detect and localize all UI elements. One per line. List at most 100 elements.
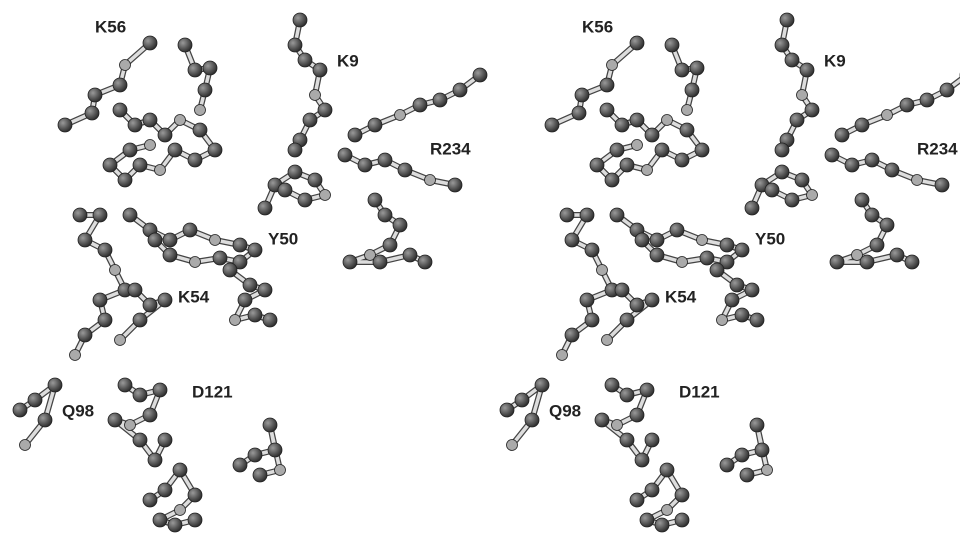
atom — [845, 158, 859, 172]
atom — [213, 251, 227, 265]
atom — [338, 148, 352, 162]
atom — [735, 448, 749, 462]
atom — [600, 103, 614, 117]
atom — [293, 13, 307, 27]
atom — [118, 378, 132, 392]
atom — [358, 158, 372, 172]
atom — [655, 518, 669, 532]
atom — [153, 513, 167, 527]
atom — [865, 208, 879, 222]
atom — [230, 315, 241, 326]
atom — [448, 178, 462, 192]
atom — [143, 493, 157, 507]
atom — [195, 105, 206, 116]
atom — [288, 143, 302, 157]
atom — [785, 53, 799, 67]
atom — [275, 465, 286, 476]
atom — [610, 208, 624, 222]
residue-label: D121 — [679, 382, 720, 401]
atom — [133, 158, 147, 172]
atom — [882, 110, 893, 121]
atom — [303, 113, 317, 127]
atom — [368, 118, 382, 132]
atom — [585, 243, 599, 257]
atom — [720, 458, 734, 472]
atom — [70, 350, 81, 361]
bond — [185, 45, 210, 110]
atom — [93, 293, 107, 307]
atom — [785, 193, 799, 207]
atom — [860, 255, 874, 269]
atom — [795, 173, 809, 187]
atom — [298, 193, 312, 207]
atom — [190, 257, 201, 268]
atom — [310, 90, 321, 101]
atom — [223, 263, 237, 277]
atom — [575, 88, 589, 102]
atom — [620, 158, 634, 172]
atom — [163, 233, 177, 247]
atom — [238, 293, 252, 307]
atom — [175, 115, 186, 126]
atom — [717, 315, 728, 326]
atom — [700, 251, 714, 265]
atom — [93, 208, 107, 222]
atom — [318, 103, 332, 117]
atom — [183, 223, 197, 237]
atom — [383, 238, 397, 252]
atom — [433, 93, 447, 107]
atom — [88, 88, 102, 102]
atom — [320, 190, 331, 201]
atom — [825, 148, 839, 162]
atom — [78, 233, 92, 247]
atom — [308, 173, 322, 187]
atom — [188, 63, 202, 77]
atom — [610, 143, 624, 157]
atom — [515, 393, 529, 407]
atom — [158, 128, 172, 142]
atom — [725, 293, 739, 307]
atom — [20, 440, 31, 451]
atom — [765, 183, 779, 197]
atom — [880, 218, 894, 232]
atom — [780, 13, 794, 27]
atom — [665, 38, 679, 52]
atom — [473, 68, 487, 82]
atom — [650, 233, 664, 247]
residue-label: Q98 — [549, 401, 581, 420]
atom — [807, 190, 818, 201]
atom — [632, 140, 643, 151]
atom — [602, 335, 613, 346]
atom — [188, 488, 202, 502]
atom — [348, 128, 362, 142]
atom — [655, 143, 669, 157]
atom — [125, 420, 136, 431]
atom — [123, 143, 137, 157]
bond — [65, 43, 150, 125]
atom — [158, 433, 172, 447]
atom — [500, 403, 514, 417]
bond — [552, 43, 637, 125]
atom — [650, 248, 664, 262]
atom — [865, 153, 879, 167]
atom — [168, 518, 182, 532]
atom — [835, 128, 849, 142]
atom — [630, 36, 644, 50]
atom — [630, 493, 644, 507]
atom — [13, 403, 27, 417]
atom — [720, 238, 734, 252]
atom — [762, 465, 773, 476]
atom — [153, 383, 167, 397]
atom — [755, 443, 769, 457]
atom — [560, 208, 574, 222]
atom — [178, 38, 192, 52]
atom — [108, 413, 122, 427]
atom — [630, 298, 644, 312]
stereo-figure: K56K9R234Y50K54D121Q98K56K9R234Y50K54D12… — [0, 0, 960, 533]
atom — [675, 153, 689, 167]
atom — [98, 313, 112, 327]
atom — [660, 463, 674, 477]
residue-label: D121 — [192, 382, 233, 401]
atom — [115, 335, 126, 346]
atom — [790, 113, 804, 127]
